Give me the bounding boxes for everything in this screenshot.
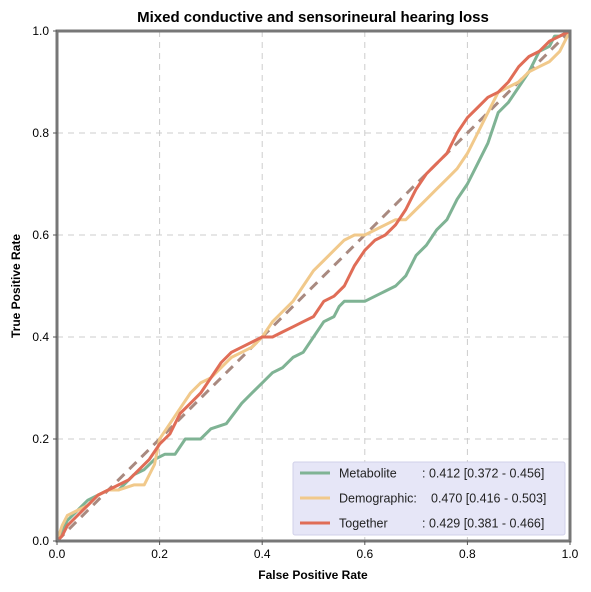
x-tick-label: 0.4 — [254, 547, 271, 561]
x-axis-ticks: 0.0 0.2 0.4 0.6 0.8 1.0 — [49, 541, 579, 561]
y-tick-label: 0.8 — [32, 126, 49, 140]
series-line-metabolite — [55, 29, 571, 542]
y-axis-ticks: 0.0 0.2 0.4 0.6 0.8 1.0 — [32, 24, 57, 548]
diagonal-reference — [55, 29, 572, 543]
legend-name-demographic: Demographic: — [339, 492, 417, 506]
legend-value-demographic: 0.470 [0.416 - 0.503] — [431, 492, 546, 506]
legend-name-metabolite: Metabolite — [339, 467, 397, 481]
x-tick-label: 0.8 — [459, 547, 476, 561]
series-layer — [55, 29, 572, 543]
series-line-together — [55, 29, 571, 543]
x-tick-label: 0.2 — [151, 547, 168, 561]
legend-box — [292, 461, 566, 536]
chart-title: Mixed conductive and sensorineural heari… — [137, 9, 489, 26]
y-axis-label: True Positive Rate — [9, 234, 23, 338]
diagonal-line — [55, 29, 572, 543]
y-tick-label: 0.4 — [32, 330, 49, 344]
x-tick-label: 0.6 — [356, 547, 373, 561]
y-tick-label: 0.2 — [32, 432, 49, 446]
legend-name-together: Together — [339, 517, 388, 531]
x-tick-label: 0.0 — [49, 547, 66, 561]
y-tick-label: 0.0 — [32, 534, 49, 548]
x-axis-label: False Positive Rate — [258, 568, 368, 582]
y-tick-label: 0.6 — [32, 228, 49, 242]
series-line-demographic — [55, 30, 572, 542]
plot-frame — [55, 29, 572, 543]
legend: Metabolite : 0.412 [0.372 - 0.456] Demogra… — [292, 461, 566, 536]
x-tick-label: 1.0 — [562, 547, 579, 561]
legend-value-together: : 0.429 [0.381 - 0.466] — [422, 517, 544, 531]
y-tick-label: 1.0 — [32, 24, 49, 38]
legend-value-metabolite: : 0.412 [0.372 - 0.456] — [422, 467, 544, 481]
